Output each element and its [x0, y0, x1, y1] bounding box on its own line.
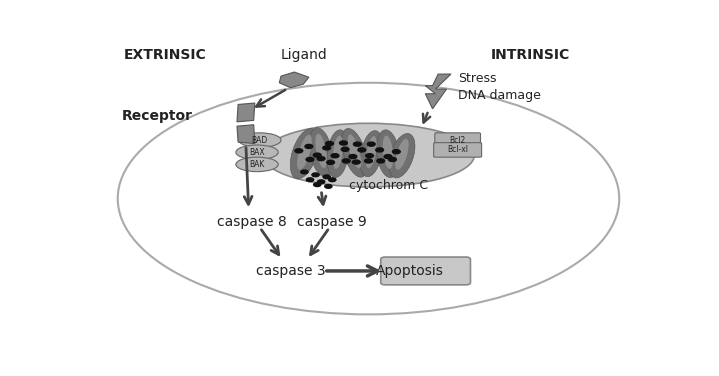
- Circle shape: [342, 159, 350, 163]
- Circle shape: [388, 158, 396, 162]
- FancyArrowPatch shape: [319, 193, 326, 204]
- Ellipse shape: [236, 157, 278, 171]
- Circle shape: [339, 141, 347, 145]
- Circle shape: [354, 142, 361, 146]
- Text: EXTRINSIC: EXTRINSIC: [124, 48, 206, 62]
- Circle shape: [367, 142, 375, 146]
- Text: caspase 8: caspase 8: [216, 215, 286, 229]
- Text: INTRINSIC: INTRINSIC: [491, 48, 570, 62]
- Ellipse shape: [327, 130, 349, 177]
- FancyBboxPatch shape: [434, 143, 482, 157]
- FancyArrowPatch shape: [262, 230, 279, 255]
- Circle shape: [331, 154, 339, 158]
- Circle shape: [342, 147, 349, 152]
- Ellipse shape: [297, 135, 312, 170]
- Circle shape: [301, 170, 308, 174]
- Circle shape: [313, 153, 321, 157]
- Circle shape: [393, 150, 400, 154]
- Polygon shape: [279, 72, 309, 88]
- Circle shape: [323, 146, 331, 150]
- Circle shape: [313, 183, 321, 186]
- FancyArrowPatch shape: [244, 148, 252, 204]
- Ellipse shape: [290, 129, 319, 179]
- Text: BAK: BAK: [249, 160, 265, 169]
- Circle shape: [352, 160, 360, 164]
- Circle shape: [318, 180, 325, 183]
- Ellipse shape: [333, 135, 343, 169]
- Ellipse shape: [348, 134, 362, 168]
- Text: Apoptosis: Apoptosis: [376, 264, 444, 278]
- Circle shape: [377, 159, 385, 163]
- Text: BAD: BAD: [252, 136, 268, 145]
- Circle shape: [312, 173, 319, 177]
- FancyArrowPatch shape: [256, 90, 285, 107]
- Ellipse shape: [239, 133, 281, 147]
- Circle shape: [358, 148, 366, 152]
- Text: BAX: BAX: [249, 148, 265, 157]
- Text: Stress
DNA damage: Stress DNA damage: [457, 72, 541, 102]
- Circle shape: [349, 155, 357, 159]
- Ellipse shape: [389, 133, 415, 178]
- Circle shape: [306, 158, 314, 162]
- Polygon shape: [426, 74, 451, 109]
- Ellipse shape: [366, 136, 377, 168]
- Ellipse shape: [342, 129, 367, 177]
- FancyArrowPatch shape: [326, 266, 377, 276]
- Text: Ligand: Ligand: [281, 48, 328, 62]
- Text: Bcl-xl: Bcl-xl: [447, 146, 468, 155]
- Text: caspase 9: caspase 9: [298, 215, 367, 229]
- Circle shape: [317, 156, 325, 161]
- Circle shape: [384, 155, 392, 159]
- Polygon shape: [237, 125, 255, 144]
- Circle shape: [365, 159, 372, 163]
- Circle shape: [329, 178, 336, 182]
- Circle shape: [323, 175, 330, 179]
- Ellipse shape: [377, 130, 399, 177]
- Circle shape: [376, 148, 383, 152]
- Circle shape: [326, 141, 334, 146]
- Ellipse shape: [383, 135, 393, 169]
- Circle shape: [305, 144, 313, 149]
- FancyArrowPatch shape: [423, 113, 430, 123]
- Ellipse shape: [236, 145, 278, 159]
- Ellipse shape: [262, 123, 475, 187]
- Polygon shape: [237, 103, 255, 122]
- Text: caspase 3: caspase 3: [256, 264, 325, 278]
- Text: Bcl2: Bcl2: [449, 136, 466, 145]
- Circle shape: [326, 160, 334, 164]
- Ellipse shape: [360, 130, 383, 177]
- Ellipse shape: [309, 128, 333, 177]
- Text: cytochrom C: cytochrom C: [349, 179, 428, 192]
- Text: Receptor: Receptor: [122, 109, 193, 123]
- Circle shape: [325, 185, 332, 188]
- FancyBboxPatch shape: [381, 257, 470, 285]
- FancyBboxPatch shape: [435, 133, 480, 147]
- Ellipse shape: [316, 133, 327, 168]
- Circle shape: [295, 149, 303, 153]
- FancyArrowPatch shape: [311, 230, 328, 255]
- Circle shape: [366, 154, 373, 158]
- Ellipse shape: [395, 139, 408, 170]
- Circle shape: [306, 178, 313, 182]
